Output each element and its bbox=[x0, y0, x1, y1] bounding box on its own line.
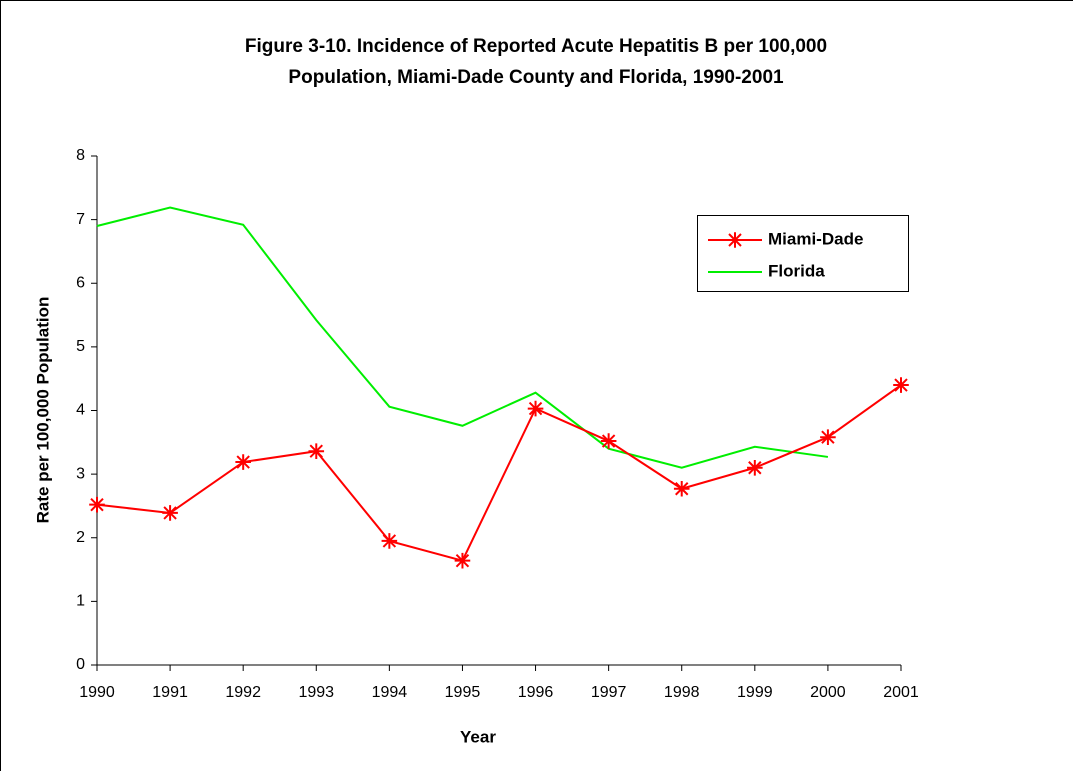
x-tick-label: 1995 bbox=[445, 684, 481, 701]
y-tick-label: 3 bbox=[76, 465, 85, 482]
point-marker bbox=[600, 433, 617, 449]
point-marker bbox=[673, 480, 690, 497]
x-tick-label: 1990 bbox=[79, 684, 115, 701]
point-marker bbox=[162, 505, 178, 521]
y-tick-label: 8 bbox=[76, 147, 85, 164]
point-marker bbox=[381, 533, 398, 549]
chart-title: Population, Miami-Dade County and Florid… bbox=[288, 67, 784, 88]
point-marker bbox=[893, 377, 909, 393]
point-marker bbox=[235, 454, 251, 470]
y-tick-label: 7 bbox=[76, 211, 85, 228]
series-line bbox=[96, 384, 902, 562]
x-tick-label: 1998 bbox=[664, 684, 700, 701]
x-tick-label: 1997 bbox=[591, 684, 627, 701]
series-line bbox=[96, 206, 829, 469]
x-tick-label: 1991 bbox=[152, 684, 188, 701]
x-tick-label: 1999 bbox=[737, 684, 773, 701]
legend-label: Miami-Dade bbox=[768, 229, 863, 248]
x-tick-label: 1992 bbox=[225, 684, 261, 701]
y-tick-label: 2 bbox=[76, 529, 85, 546]
chart-title: Figure 3-10. Incidence of Reported Acute… bbox=[245, 36, 827, 57]
y-tick-label: 4 bbox=[76, 402, 85, 419]
y-tick-label: 0 bbox=[76, 656, 85, 673]
point-marker bbox=[454, 552, 471, 569]
legend-label: Florida bbox=[768, 261, 825, 280]
x-axis-label: Year bbox=[460, 727, 496, 746]
legend bbox=[697, 215, 909, 292]
point-marker bbox=[747, 459, 763, 476]
y-tick-label: 5 bbox=[76, 338, 85, 355]
point-marker bbox=[308, 443, 325, 460]
x-tick-label: 2000 bbox=[810, 684, 846, 701]
y-tick-label: 6 bbox=[76, 274, 85, 291]
x-tick-label: 2001 bbox=[883, 684, 919, 701]
point-marker bbox=[89, 496, 105, 513]
legend-marker bbox=[727, 232, 743, 248]
x-tick-label: 1993 bbox=[298, 684, 334, 701]
point-marker bbox=[527, 400, 544, 417]
x-tick-label: 1996 bbox=[518, 684, 554, 701]
y-tick-label: 1 bbox=[76, 593, 85, 610]
y-axis-label: Rate per 100,000 Population bbox=[33, 297, 52, 524]
x-tick-label: 1994 bbox=[372, 684, 408, 701]
point-marker bbox=[820, 429, 836, 446]
